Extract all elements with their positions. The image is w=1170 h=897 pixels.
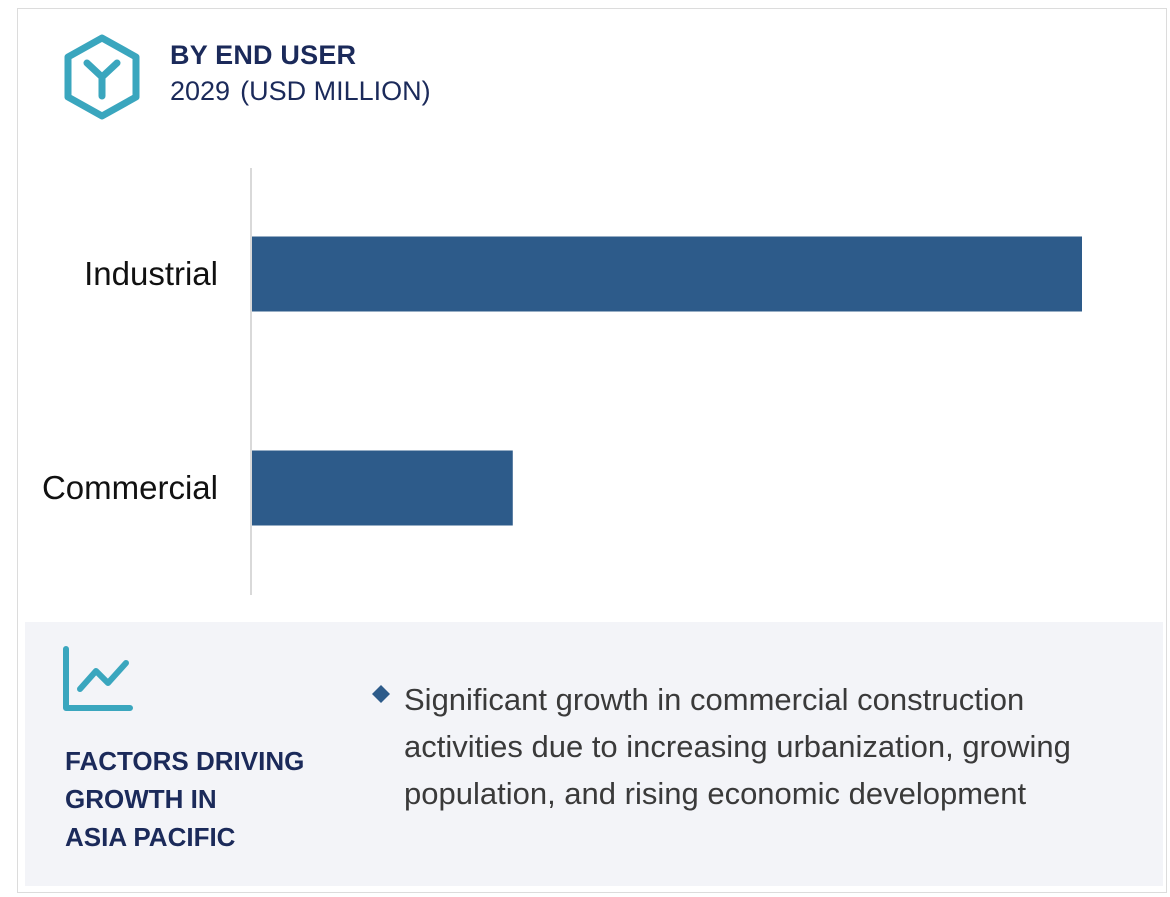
bar-chart: Industrial Commercial [42,168,1082,595]
factors-panel [25,622,1163,886]
category-label-commercial: Commercial [42,469,218,506]
diamond-bullet-icon [372,685,390,703]
chart-subtitle: 2029 (USD MILLION) [170,76,431,107]
trend-chart-icon [63,646,133,711]
factors-heading-line: FACTORS DRIVING [65,746,305,776]
bar-commercial [252,450,513,526]
factor-bullet-text: Significant growth in commercial constru… [404,682,1071,811]
chart-title: BY END USER [170,40,357,70]
factors-heading-line: GROWTH IN [65,784,217,814]
factors-heading-line: ASIA PACIFIC [65,822,236,852]
cube-logo-icon [64,34,140,120]
bar-industrial [252,236,1082,312]
unit-label: (USD MILLION) [240,76,431,106]
category-label-industrial: Industrial [84,255,218,292]
year-label: 2029 [170,76,231,106]
factors-heading: FACTORS DRIVING GROWTH IN ASIA PACIFIC [65,742,304,856]
